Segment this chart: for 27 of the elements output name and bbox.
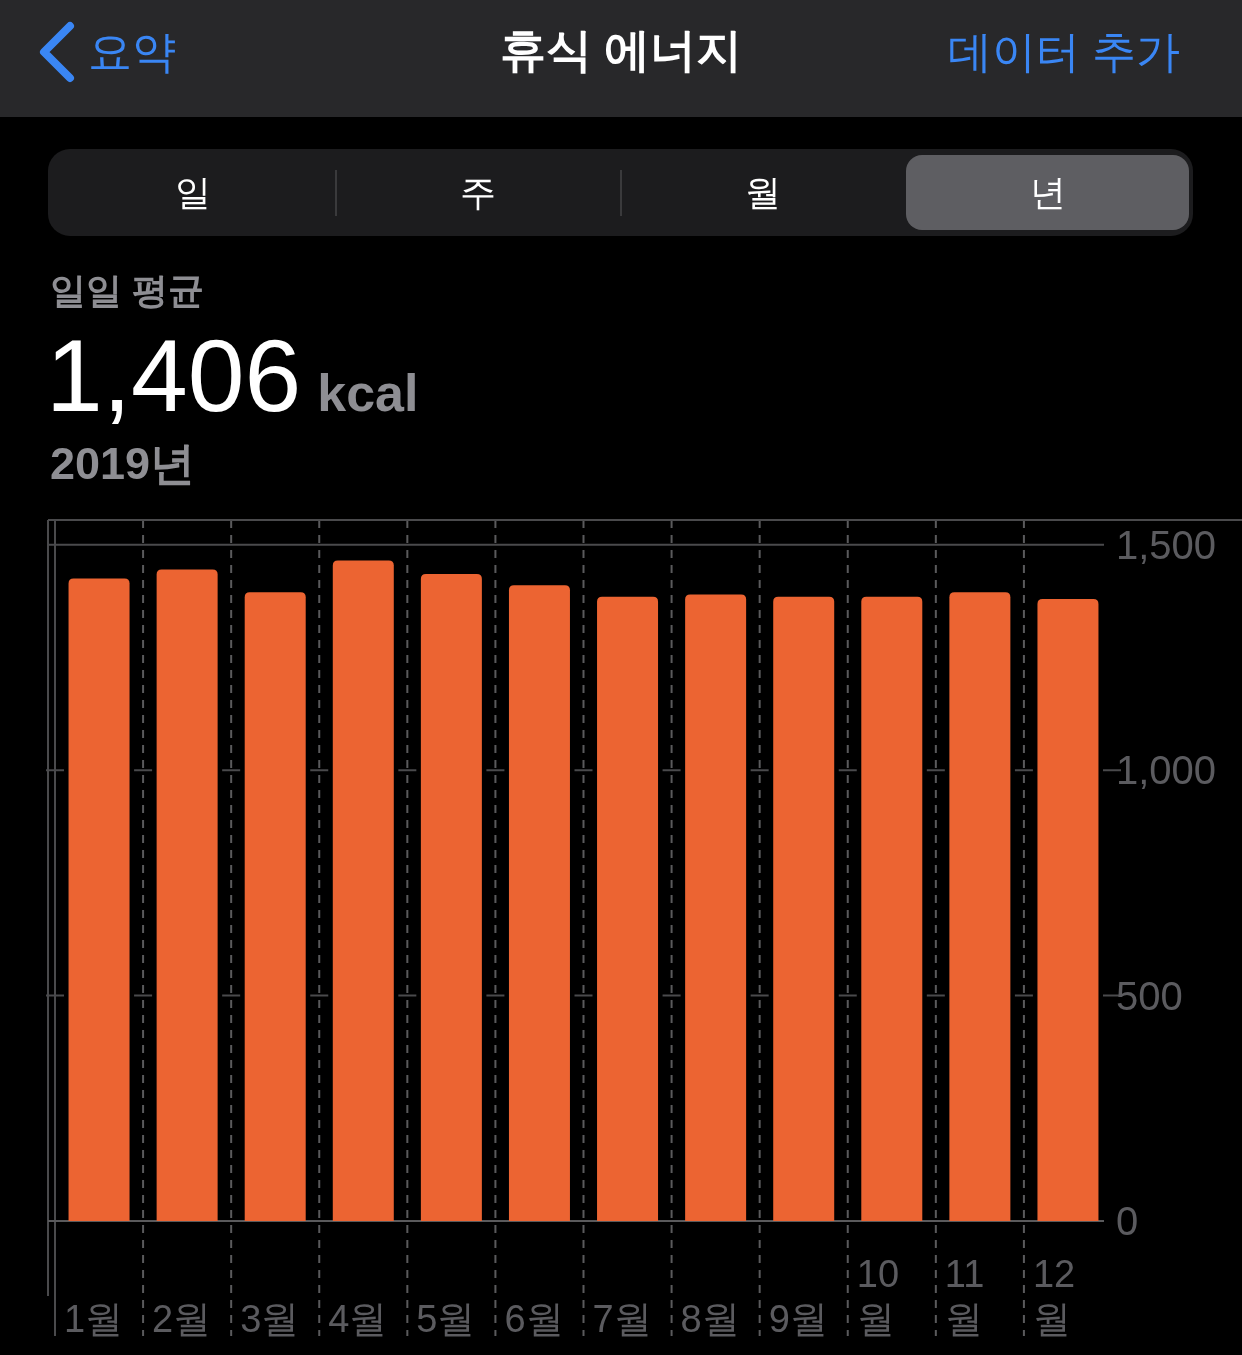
text: kcal: [317, 364, 419, 422]
x-tick-label: 7월: [592, 1298, 652, 1340]
y-tick-label: 0: [1116, 1199, 1139, 1243]
text: 데이터 추가: [947, 20, 1180, 84]
text: 일: [52, 155, 335, 230]
y-tick-label: 500: [1116, 973, 1183, 1018]
x-tick-label: 3월: [240, 1298, 300, 1340]
x-tick-label: 12월: [1032, 1253, 1076, 1340]
text: 요약: [88, 20, 176, 84]
x-tick-label: 1월: [64, 1298, 124, 1340]
x-tick-label: 4월: [328, 1298, 388, 1340]
text: 1,406: [46, 319, 302, 433]
text: 일일 평균: [50, 270, 205, 311]
x-tick-label: 10월: [856, 1253, 900, 1340]
y-tick-label: 1,000: [1116, 748, 1217, 793]
y-tick-label: 1,500: [1116, 522, 1217, 567]
text: 월: [621, 155, 905, 230]
text: 주: [336, 155, 620, 230]
x-tick-label: 8월: [680, 1298, 740, 1340]
x-tick-label: 6월: [504, 1298, 564, 1340]
x-tick-label: 9월: [768, 1298, 828, 1340]
x-tick-label: 11월: [944, 1253, 985, 1340]
x-tick-label: 5월: [416, 1298, 476, 1340]
chart-title: 휴식 에너지: [499, 24, 743, 76]
text: 2019년: [50, 438, 196, 489]
x-tick-label: 2월: [152, 1298, 212, 1340]
text: 년: [906, 155, 1189, 230]
